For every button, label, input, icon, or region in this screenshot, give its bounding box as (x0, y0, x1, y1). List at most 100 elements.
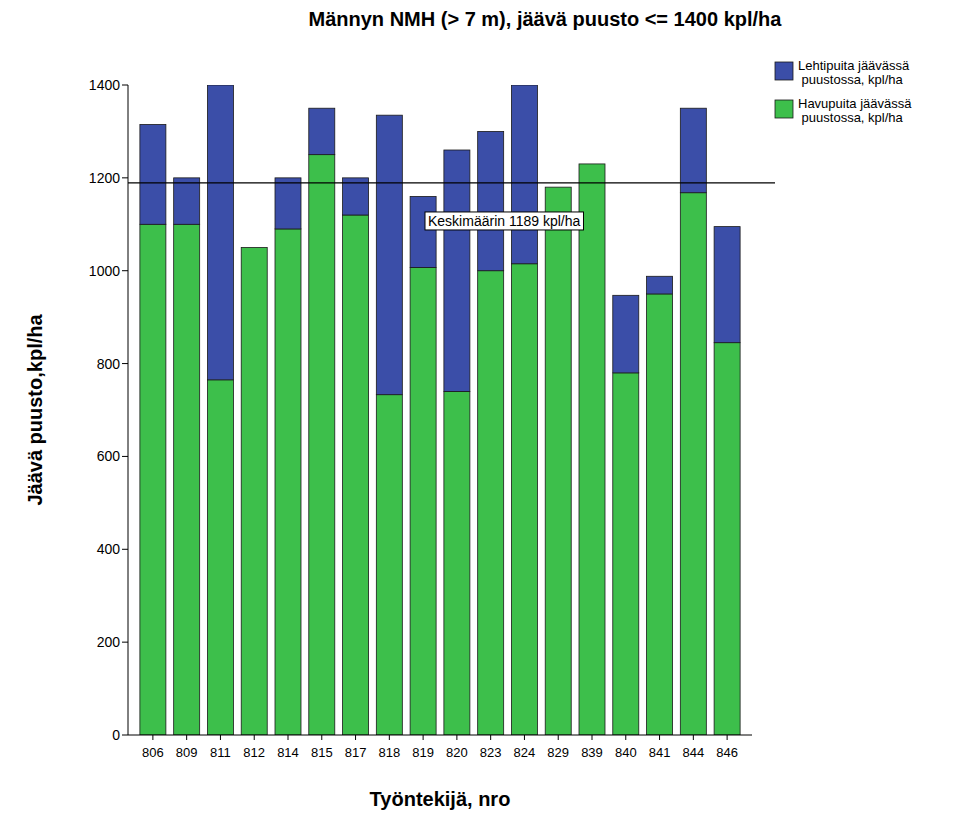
bar-segment (309, 108, 335, 154)
x-tick-label: 841 (649, 745, 671, 760)
x-tick-label: 846 (716, 745, 738, 760)
x-tick (389, 735, 390, 740)
y-tick-label: 600 (97, 448, 121, 464)
y-tick-label: 200 (97, 634, 121, 650)
x-tick (152, 735, 153, 740)
legend-swatch (775, 62, 793, 80)
bar-segment (647, 276, 673, 294)
bar-segment (376, 395, 402, 735)
bar-segment (410, 196, 436, 267)
x-tick-label: 817 (345, 745, 367, 760)
y-tick (122, 456, 128, 457)
reference-label-box (425, 212, 583, 230)
x-tick (321, 735, 322, 740)
bar-segment (545, 187, 571, 188)
bar-segment (545, 187, 571, 735)
x-tick-label: 839 (581, 745, 603, 760)
legend: Lehtipuita jäävässä puustossa, kpl/ha Hav… (775, 58, 912, 125)
x-tick (355, 735, 356, 740)
bar-segment (410, 267, 436, 735)
y-tick (122, 735, 128, 736)
bar-segment (647, 294, 673, 735)
legend-label: Havupuita jäävässä puustossa, kpl/ha (798, 96, 912, 125)
legend-label: Lehtipuita jäävässä puustossa, kpl/ha (798, 58, 910, 87)
x-tick (592, 735, 593, 740)
x-tick (625, 735, 626, 740)
bar-segment (680, 108, 706, 193)
legend-swatch (775, 100, 793, 118)
y-tick (122, 363, 128, 364)
bar-segment (714, 343, 740, 735)
bar-segment (174, 224, 200, 735)
bar-segment (241, 247, 267, 248)
y-tick (122, 549, 128, 550)
bar-segment (511, 264, 537, 735)
x-tick (288, 735, 289, 740)
y-tick-label: 1000 (89, 263, 120, 279)
bar-segment (680, 193, 706, 735)
bar-segment (207, 85, 233, 380)
x-tick-label: 818 (378, 745, 400, 760)
y-tick-label: 400 (97, 541, 121, 557)
x-tick-label: 824 (514, 745, 536, 760)
y-tick (122, 177, 128, 178)
bar-segment (241, 248, 267, 736)
y-tick-label: 1400 (89, 77, 120, 93)
y-tick-label: 0 (112, 727, 120, 743)
bar-segment (343, 215, 369, 735)
bar-segment (511, 85, 537, 264)
bar-segment (140, 124, 166, 224)
x-tick (254, 735, 255, 740)
reference-label: Keskimäärin 1189 kpl/ha (428, 213, 580, 229)
bar-segment (207, 380, 233, 735)
bar-segment (579, 164, 605, 735)
x-tick-label: 811 (210, 745, 231, 760)
bar-segment (478, 131, 504, 270)
bar-segment (714, 227, 740, 343)
bar-segment (613, 295, 639, 373)
chart: Männyn NMH (> 7 m), jäävä puusto <= 1400… (0, 0, 965, 822)
x-tick (423, 735, 424, 740)
x-tick (558, 735, 559, 740)
x-tick (186, 735, 187, 740)
x-tick-label: 829 (547, 745, 569, 760)
bar-segment (376, 115, 402, 395)
title: Männyn NMH (> 7 m), jäävä puusto <= 1400… (309, 8, 783, 30)
y-tick (122, 85, 128, 86)
x-tick (456, 735, 457, 740)
x-tick-label: 840 (615, 745, 637, 760)
y-tick (122, 270, 128, 271)
x-tick (490, 735, 491, 740)
x-tick (524, 735, 525, 740)
bar-segment (174, 178, 200, 224)
y-tick-label: 800 (97, 356, 121, 372)
x-tick-label: 814 (277, 745, 299, 760)
x-tick-label: 823 (480, 745, 502, 760)
x-tick (727, 735, 728, 740)
bar-segment (444, 391, 470, 735)
x-tick (220, 735, 221, 740)
x-tick (659, 735, 660, 740)
bar-segment (444, 150, 470, 391)
y-tick (122, 642, 128, 643)
x-label: Työntekijä, nro (370, 788, 511, 810)
x-tick-label: 812 (243, 745, 265, 760)
bar-segment (275, 229, 301, 735)
x-tick (693, 735, 694, 740)
bar-segment (275, 178, 301, 229)
y-label: Jäävä puusto,kpl/ha (24, 314, 46, 506)
bar-segment (579, 163, 605, 164)
bar-segment (613, 373, 639, 735)
y-tick-label: 1200 (89, 170, 120, 186)
bar-segment (478, 271, 504, 735)
x-tick-label: 820 (446, 745, 468, 760)
bar-segment (140, 224, 166, 735)
bar-segment (309, 155, 335, 735)
reference-line (128, 182, 775, 183)
x-tick-label: 809 (176, 745, 198, 760)
x-tick-label: 815 (311, 745, 333, 760)
x-tick-label: 844 (682, 745, 704, 760)
x-tick-label: 819 (412, 745, 434, 760)
x-axis (128, 735, 752, 736)
x-tick-label: 806 (142, 745, 164, 760)
